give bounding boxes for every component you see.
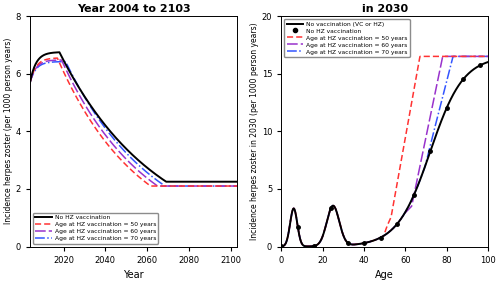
Legend: No vaccination (VC or HZ), No HZ vaccination, Age at HZ vaccination = 50 years, : No vaccination (VC or HZ), No HZ vaccina…: [284, 19, 410, 57]
X-axis label: Age: Age: [376, 270, 394, 280]
Title: Year 2004 to 2103: Year 2004 to 2103: [76, 4, 190, 14]
X-axis label: Year: Year: [123, 270, 144, 280]
Title: in 2030: in 2030: [362, 4, 408, 14]
Legend: No HZ vaccination, Age at HZ vaccination = 50 years, Age at HZ vaccination = 60 : No HZ vaccination, Age at HZ vaccination…: [33, 213, 158, 244]
Y-axis label: Incidence herpes zoster (per 1000 person years): Incidence herpes zoster (per 1000 person…: [4, 38, 13, 224]
Y-axis label: Incidence herpes zoster in 2030 (per 1000 person years): Incidence herpes zoster in 2030 (per 100…: [250, 22, 259, 240]
